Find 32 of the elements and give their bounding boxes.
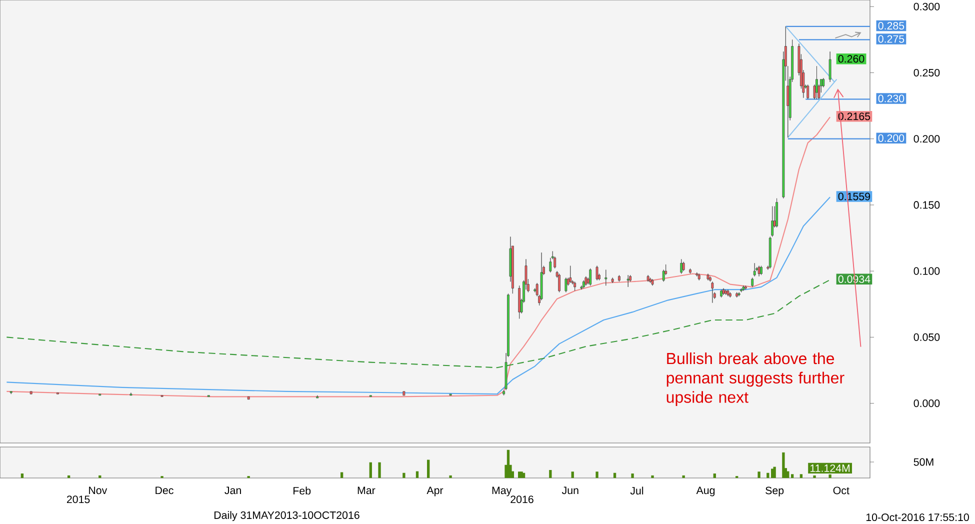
annotation: 0.260	[838, 55, 864, 63]
x-tick-label: Dec	[156, 486, 174, 494]
text: Daily 31MAY2013-10OCT2016	[214, 511, 360, 522]
data-label: 11.124M	[810, 464, 850, 472]
data-label: 0.285	[878, 22, 904, 30]
x-tick-label: Jul	[630, 486, 644, 495]
text: 2015	[66, 496, 90, 504]
data-label: 0.2165	[838, 112, 870, 120]
x-tick-label: Sep	[766, 486, 784, 496]
x-tick-label: Oct	[833, 486, 850, 494]
text: 10-Oct-2016 17:55:10	[866, 514, 969, 522]
y-tick-label: 0.150	[914, 201, 940, 209]
data-label: 0.230	[878, 94, 904, 102]
x-tick-label: Jun	[562, 486, 578, 494]
y-tick-label: 0.200	[914, 135, 940, 143]
x-tick-label: Nov	[89, 486, 108, 494]
y-tick-label: 0.250	[914, 68, 940, 76]
annotation: Bullish break above the pennant suggests further upside next	[666, 352, 844, 406]
y-tick-label: 0.000	[914, 400, 940, 408]
x-tick-label: Mar	[358, 486, 376, 494]
y-tick-label: 0.300	[914, 2, 940, 10]
x-tick-label: Jan	[224, 486, 241, 494]
x-tick-label: May	[492, 486, 512, 496]
data-label: 0.275	[878, 35, 904, 43]
y-tick-label: 50M	[914, 458, 934, 466]
y-tick-label: 0.100	[914, 267, 940, 275]
x-tick-label: Apr	[426, 486, 444, 496]
data-label: 0.200	[878, 134, 904, 142]
x-tick-label: Aug	[696, 486, 715, 496]
x-tick-label: Feb	[294, 486, 311, 495]
y-tick-label: 0.050	[914, 333, 940, 341]
text: 2016	[510, 496, 534, 504]
